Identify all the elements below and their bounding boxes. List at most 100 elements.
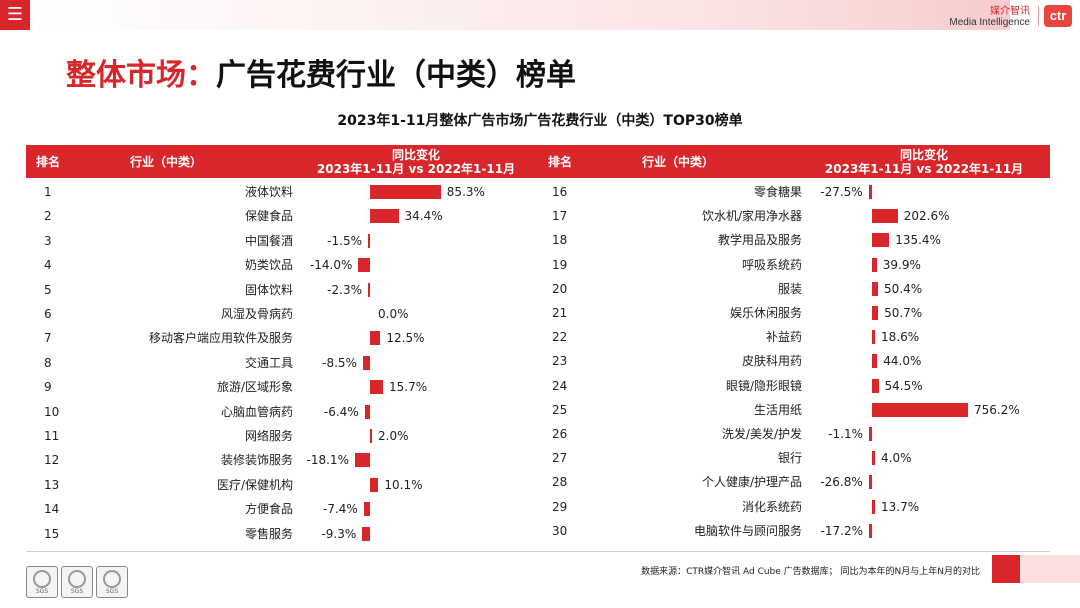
rank-number: 1 — [44, 185, 52, 199]
change-bar — [872, 306, 879, 320]
change-value: -8.5% — [322, 355, 357, 370]
sgs-cert-icon: SGS — [61, 566, 93, 598]
table-bottom-rule — [26, 551, 1050, 552]
industry-name: 娱乐休闲服务 — [729, 306, 802, 320]
page-title-main: 广告花费行业（中类）榜单 — [216, 58, 576, 93]
left-header-rank: 排名 — [36, 155, 61, 169]
rank-number: 8 — [44, 355, 52, 370]
industry-name: 旅游/区域形象 — [216, 380, 293, 395]
change-bar — [363, 502, 370, 517]
top-bar: ☰ 媒介智讯 Media Intelligence ctr — [0, 0, 1080, 30]
rank-number: 27 — [552, 451, 568, 466]
industry-name: 眼镜/隐形眼镜 — [725, 378, 802, 393]
rank-number: 13 — [44, 477, 60, 492]
left-header-change-line2: 2023年1-11月 vs 2022年1-11月 — [316, 161, 516, 176]
change-value: -9.3% — [321, 526, 357, 541]
change-value: -7.4% — [323, 502, 358, 517]
ranking-row: 28 个人健康/护理产品 -26.8% — [542, 470, 1050, 494]
change-bar — [872, 378, 879, 393]
industry-name: 生活用纸 — [753, 402, 802, 417]
change-value: -1.5% — [327, 233, 362, 248]
rank-number: 25 — [552, 402, 568, 417]
change-value: 44.0% — [883, 354, 922, 369]
change-value: 2.0% — [378, 429, 409, 443]
top-bar-gradient — [30, 0, 1010, 30]
change-bar — [370, 477, 379, 492]
change-bar — [370, 429, 372, 443]
change-bar — [362, 355, 370, 370]
change-value: 13.7% — [881, 499, 920, 514]
rank-number: 14 — [44, 502, 60, 517]
change-bar — [370, 331, 381, 346]
change-value: 18.6% — [881, 330, 920, 345]
industry-name: 电脑软件与顾问服务 — [693, 523, 802, 538]
change-bar — [364, 404, 370, 419]
rank-number: 17 — [552, 209, 568, 224]
rank-number: 11 — [44, 429, 60, 443]
rank-number: 9 — [44, 380, 52, 395]
left-header-industry: 行业（中类） — [130, 155, 203, 169]
rank-number: 26 — [552, 427, 568, 441]
industry-name: 奶类饮品 — [244, 258, 293, 273]
ranking-row: 29 消化系统药 13.7% — [542, 495, 1050, 519]
brand-text: 媒介智讯 Media Intelligence — [949, 6, 1030, 28]
footer-accent-block-light — [1020, 555, 1080, 583]
ranking-row: 9 旅游/区域形象 15.7% — [26, 375, 542, 399]
change-bar — [872, 499, 875, 514]
change-value: -14.0% — [309, 258, 353, 273]
sgs-cert-icon: SGS — [96, 566, 128, 598]
hamburger-menu-icon[interactable]: ☰ — [0, 0, 30, 30]
rank-number: 2 — [44, 209, 52, 224]
industry-name: 呼吸系统药 — [741, 257, 802, 272]
change-bar — [868, 185, 872, 199]
ranking-row: 22 补益药 18.6% — [542, 325, 1050, 349]
change-bar — [872, 451, 875, 466]
ranking-row: 25 生活用纸 756.2% — [542, 398, 1050, 422]
change-value: 39.9% — [882, 257, 921, 272]
change-value: 54.5% — [884, 378, 923, 393]
footer-accent-block — [992, 555, 1020, 583]
change-value: 50.4% — [884, 281, 923, 296]
data-source-note: 数据来源：CTR媒介智讯 Ad Cube 广告数据库； 同比为本年的N月与上年N… — [641, 567, 980, 577]
change-bar — [368, 233, 370, 248]
ctr-logo: ctr — [1044, 5, 1072, 27]
industry-name: 交通工具 — [244, 355, 293, 370]
change-value: -1.1% — [828, 427, 863, 441]
industry-name: 保健食品 — [244, 209, 293, 224]
change-bar — [358, 258, 370, 273]
industry-name: 零食糖果 — [753, 185, 802, 199]
change-value: 135.4% — [895, 233, 941, 248]
ranking-row: 6 风湿及骨病药 0.0% — [26, 302, 542, 326]
right-header-rank: 排名 — [548, 155, 573, 169]
industry-name: 皮肤科用药 — [741, 354, 802, 369]
right-header-change: 同比变化 2023年1-11月 vs 2022年1-11月 — [804, 145, 1044, 178]
change-bar — [869, 523, 872, 538]
ranking-row: 17 饮水机/家用净水器 202.6% — [542, 204, 1050, 228]
right-header-industry: 行业（中类） — [642, 155, 715, 169]
industry-name: 固体饮料 — [244, 282, 293, 297]
brand-name-cn: 媒介智讯 — [990, 6, 1030, 17]
left-table-header: 排名 行业（中类） 同比变化 2023年1-11月 vs 2022年1-11月 — [26, 145, 542, 178]
rank-number: 7 — [44, 331, 52, 346]
ranking-row: 5 固体饮料 -2.3% — [26, 278, 542, 302]
industry-name: 零售服务 — [244, 526, 293, 541]
rank-number: 21 — [552, 306, 568, 320]
ranking-row: 8 交通工具 -8.5% — [26, 351, 542, 375]
change-value: 85.3% — [446, 185, 485, 199]
rank-number: 23 — [552, 354, 568, 369]
industry-name: 心脑血管病药 — [220, 404, 293, 419]
rank-number: 15 — [44, 526, 60, 541]
rank-number: 6 — [44, 307, 52, 321]
change-value: -26.8% — [820, 475, 863, 490]
rank-number: 18 — [552, 233, 568, 248]
ranking-row: 10 心脑血管病药 -6.4% — [26, 400, 542, 424]
ranking-row: 16 零食糖果 -27.5% — [542, 180, 1050, 204]
page-title-prefix: 整体市场： — [66, 58, 216, 93]
ranking-row: 26 洗发/美发/护发 -1.1% — [542, 422, 1050, 446]
cert-label: SGS — [105, 587, 119, 595]
ranking-row: 20 服装 50.4% — [542, 277, 1050, 301]
ranking-row: 13 医疗/保健机构 10.1% — [26, 473, 542, 497]
change-value: -17.2% — [820, 523, 863, 538]
change-bar — [370, 185, 441, 199]
change-bar — [872, 281, 879, 296]
